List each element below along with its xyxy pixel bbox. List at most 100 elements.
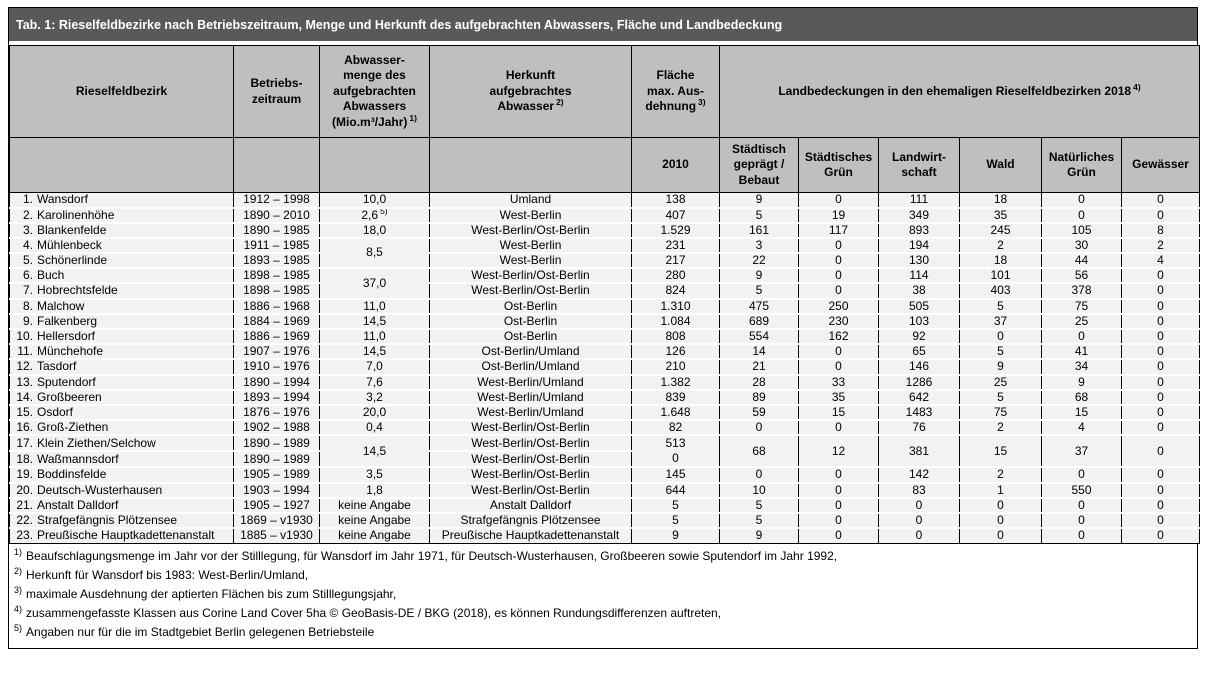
bezirk-name: Klein Ziethen/Selchow [37,435,156,450]
cell-betriebszeitraum: 1886 – 1969 [233,329,320,346]
cell-betriebszeitraum: 1912 – 1998 [233,192,320,209]
cell-abwassermenge: keine Angabe [319,528,430,544]
cell-abwassermenge: 14,5 [319,313,430,331]
cell-flaeche: 1.382 [631,374,720,391]
footnotes: 1) Beaufschlagungsmenge im Jahr vor der S… [9,543,1197,648]
footnote-ref-2: 2) [556,97,564,108]
cell-landwirtschaft: 111 [878,192,960,209]
cell-staedtisch-gepraegt: 22 [719,253,799,270]
cell-staedtisch-gepraegt: 10 [719,482,799,499]
bezirk-name: Hellersdorf [37,329,96,343]
cell-herkunft: Preußische Hauptkadettenanstalt [429,528,632,544]
cell-staedtisches-gruen: 0 [798,192,879,209]
bezirk-name: Hobrechtsfelde [37,283,118,298]
cell-wald: 245 [959,222,1042,239]
subheader-landwirtschaft: Landwirt- schaft [878,137,960,193]
cell-rieselfeldbezirk: 11. Münchehofe [9,344,234,361]
cell-rieselfeldbezirk: 4. Mühlenbeck [9,237,234,255]
cell-staedtisch-gepraegt: 5 [719,497,799,514]
cell-wald: 2 [959,467,1042,484]
cell-betriebszeitraum: 1898 – 1985 [233,283,320,300]
cell-flaeche: 210 [631,359,720,376]
flaeche-value: 513 [665,436,686,451]
row-number: 17. [16,435,33,450]
cell-staedtisches-gruen: 0 [798,268,879,285]
cell-abwassermenge: 0,4 [319,420,430,437]
cell-natuerliches-gruen: 68 [1041,389,1122,406]
cell-staedtisch-gepraegt: 554 [719,329,799,346]
title-separator [9,41,1197,45]
footnote-text: Beaufschlagungsmenge im Jahr vor der Sti… [26,548,838,563]
cell-natuerliches-gruen: 0 [1041,192,1122,209]
cell-natuerliches-gruen: 44 [1041,253,1122,270]
col-header-label: Herkunft aufgebrachtes Abwasser [489,68,572,114]
cell-staedtisches-gruen: 12 [798,435,879,469]
cell-rieselfeldbezirk: 14. Großbeeren [9,389,234,406]
row-number: 3. [22,222,33,237]
cell-wald: 5 [959,298,1042,315]
cell-gewaesser: 0 [1121,404,1200,422]
cell-flaeche: 138 [631,192,720,209]
cell-staedtisches-gruen: 19 [798,207,879,224]
cell-staedtisches-gruen: 0 [798,344,879,361]
cell-staedtisch-gepraegt: 59 [719,404,799,422]
cell-herkunft: Umland [429,192,632,209]
cell-betriebszeitraum: 1907 – 1976 [233,344,320,361]
cell-gewaesser: 0 [1121,497,1200,514]
col-header-label: Betriebs- zeitraum [250,76,303,106]
cell-flaeche: 82 [631,420,720,437]
cell-wald: 5 [959,344,1042,361]
cell-flaeche: 145 [631,467,720,484]
cell-betriebszeitraum: 1890 – 1989 [233,435,320,453]
cell-gewaesser: 0 [1121,374,1200,391]
cell-staedtisches-gruen: 117 [798,222,879,239]
table-row: 10. Hellersdorf 1886 – 1969 11,0 Ost-Berlin 8… [9,329,1200,346]
cell-gewaesser: 0 [1121,298,1200,315]
cell-flaeche: 5 [631,512,720,530]
col-header-label: Landbedeckungen in den ehemaligen Riesel… [778,83,1132,98]
cell-rieselfeldbezirk: 15. Osdorf [9,404,234,422]
footnote-marker: 2) [14,565,23,576]
cell-wald: 37 [959,313,1042,331]
cell-rieselfeldbezirk: 16. Groß-Ziethen [9,420,234,437]
cell-natuerliches-gruen: 0 [1041,497,1122,514]
row-number: 19. [16,467,33,482]
cell-landwirtschaft: 349 [878,207,960,224]
cell-staedtisches-gruen: 33 [798,374,879,391]
cell-staedtisches-gruen: 0 [798,237,879,255]
cell-herkunft: West-Berlin [429,237,632,255]
table-row: 16. Groß-Ziethen 1902 – 1988 0,4 West-Berlin… [9,420,1200,437]
bezirk-name: Osdorf [37,404,74,419]
cell-herkunft: Ost-Berlin/Umland [429,344,632,361]
bezirk-name: Waßmannsdorf [37,451,119,466]
cell-abwassermenge: 14,5 [319,344,430,361]
cell-gewaesser: 0 [1121,344,1200,361]
cell-gewaesser: 4 [1121,253,1200,270]
cell-herkunft: West-Berlin/Ost-Berlin [429,435,632,453]
table-row: 22. Strafgefängnis Plötzensee 1869 – v1930… [9,512,1200,530]
cell-flaeche: 126 [631,344,720,361]
footnote-ref-3: 3) [698,97,706,108]
footnote-ref-5: 5) [380,207,388,216]
cell-gewaesser: 0 [1121,283,1200,300]
footnote-3: 3) maximale Ausdehnung der aptierten Fläc… [14,585,1192,604]
cell-staedtisches-gruen: 0 [798,467,879,484]
cell-landwirtschaft: 92 [878,329,960,346]
flaeche-value: 0 [672,451,679,466]
footnote-marker: 1) [14,546,23,557]
footnote-5: 5) Angaben nur für die im Stadtgebiet Ber… [14,623,1192,642]
table-row: 8. Malchow 1886 – 1968 11,0 Ost-Berlin 1.310 4… [9,298,1200,315]
cell-landwirtschaft: 38 [878,283,960,300]
cell-staedtisch-gepraegt: 0 [719,467,799,484]
cell-natuerliches-gruen: 75 [1041,298,1122,315]
cell-staedtisches-gruen: 0 [798,359,879,376]
table-row: 12. Tasdorf 1910 – 1976 7,0 Ost-Berlin/Umlan… [9,359,1200,376]
col-header-flaeche: Fläche max. Aus- dehnung 3) [631,45,720,138]
footnote-2: 2) Herkunft für Wansdorf bis 1983: West-B… [14,566,1192,585]
cell-gewaesser: 0 [1121,207,1200,224]
footnote-marker: 3) [14,584,23,595]
cell-landwirtschaft: 893 [878,222,960,239]
cell-herkunft: Ost-Berlin [429,329,632,346]
cell-abwassermenge: 18,0 [319,222,430,239]
table-row: 9. Falkenberg 1884 – 1969 14,5 Ost-Berlin 1.0… [9,313,1200,331]
